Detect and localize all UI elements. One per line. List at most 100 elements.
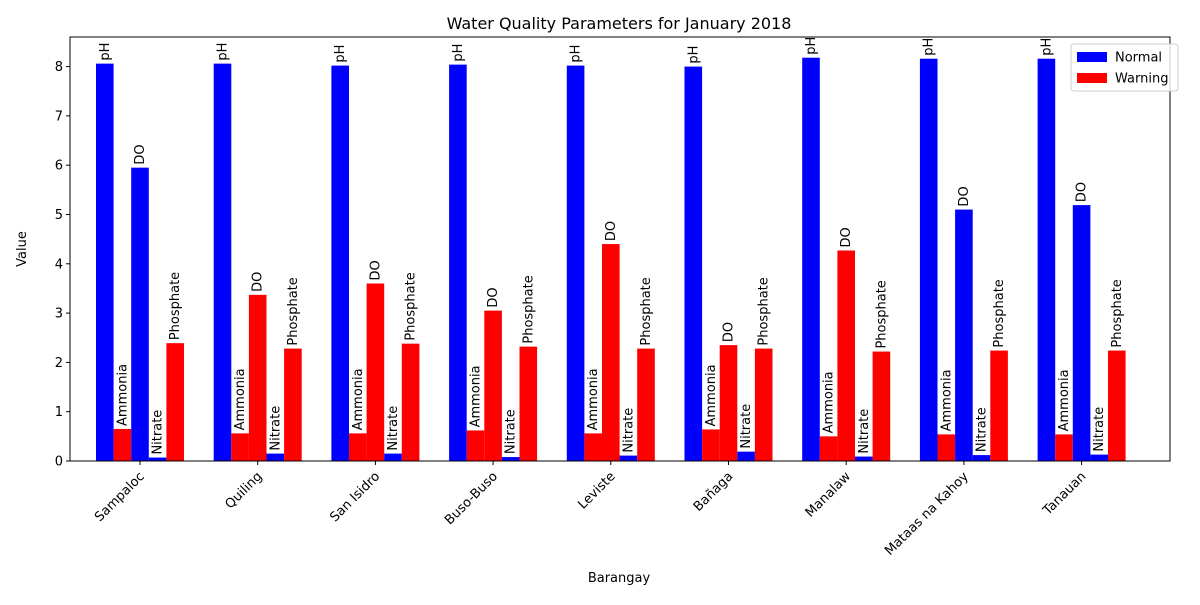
y-tick-label: 5 [55, 208, 63, 223]
bar-label: Phosphate [757, 277, 772, 345]
x-tick-label: Bañaga [691, 469, 736, 514]
bar-label: Ammonia [586, 368, 601, 430]
bar-nitrate-leviste [619, 455, 638, 461]
y-tick-label: 2 [55, 356, 63, 371]
legend-swatch-normal [1077, 52, 1107, 62]
x-tick-label: Quiling [223, 469, 266, 512]
bar-label: pH [216, 43, 231, 61]
bar-label: Phosphate [1110, 279, 1125, 347]
bar-do-manalaw [837, 250, 855, 461]
bar-ammonia-tanauan [1055, 434, 1073, 461]
bar-label: Ammonia [939, 369, 954, 431]
bar-ph-san-isidro [331, 65, 349, 461]
y-tick-label: 0 [55, 455, 63, 470]
bar-label: Nitrate [504, 409, 519, 454]
bar-label: Phosphate [639, 277, 654, 345]
x-tick-label: Buso-Buso [442, 469, 501, 528]
bar-label: DO [133, 144, 148, 164]
bar-phosphate-sampaloc [166, 343, 184, 461]
bar-nitrate-sampaloc [148, 457, 167, 461]
bar-label: Nitrate [268, 406, 283, 451]
bar-label: DO [1075, 182, 1090, 202]
bar-label: Phosphate [286, 277, 301, 345]
bar-label: pH [686, 46, 701, 64]
bar-do-buso-buso [484, 310, 502, 461]
bar-ammonia-ba-aga [702, 429, 720, 461]
bar-label: DO [722, 322, 737, 342]
y-axis: 0 1 2 3 4 5 6 7 8 [55, 60, 70, 470]
legend-label-normal: Normal [1115, 51, 1162, 66]
bar-label: pH [98, 43, 113, 61]
x-tick-label: Sampaloc [92, 469, 148, 525]
y-tick-label: 4 [55, 257, 63, 272]
bar-phosphate-san-isidro [401, 343, 420, 461]
bar-label: DO [839, 227, 854, 247]
bar-ph-manalaw [802, 57, 820, 462]
bar-nitrate-tanauan [1090, 454, 1108, 461]
bar-label: Phosphate [992, 279, 1007, 347]
bar-label: Ammonia [115, 364, 130, 426]
bar-label: Phosphate [874, 280, 889, 348]
bar-do-mataas-na-kahoy [955, 209, 973, 461]
x-tick-label: Manalaw [803, 469, 855, 521]
bar-phosphate-tanauan [1108, 350, 1126, 461]
bar-nitrate-ba-aga [737, 451, 755, 461]
bar-nitrate-manalaw [855, 456, 873, 461]
legend-swatch-warning [1077, 73, 1107, 83]
y-tick-label: 6 [55, 159, 63, 174]
plot-frame [69, 36, 1171, 462]
bar-label: pH [333, 45, 348, 63]
bars-layer: pH Ammonia DO Nitrate Phosphate pH Ammonia DO Ni… [96, 37, 1126, 462]
bar-label: Nitrate [739, 404, 754, 449]
bar-ammonia-buso-buso [466, 430, 485, 461]
x-tick-label: Tanauan [1040, 469, 1090, 519]
bar-ammonia-sampaloc [113, 428, 132, 461]
y-tick-label: 7 [55, 109, 63, 124]
bar-phosphate-ba-aga [754, 348, 773, 461]
bar-label: pH [451, 44, 466, 62]
bar-phosphate-mataas-na-kahoy [990, 350, 1008, 461]
y-tick-label: 1 [55, 405, 63, 420]
bar-ph-mataas-na-kahoy [919, 58, 938, 461]
bar-label: Nitrate [386, 406, 401, 451]
bar-ph-ba-aga [684, 66, 703, 461]
bar-phosphate-quiling [284, 348, 302, 461]
bar-label: Phosphate [521, 275, 536, 343]
bar-do-ba-aga [719, 345, 738, 461]
bar-phosphate-manalaw [872, 351, 891, 461]
bar-ph-quiling [213, 63, 232, 462]
bar-ammonia-san-isidro [349, 433, 367, 461]
bar-do-san-isidro [366, 283, 385, 461]
bar-label: DO [604, 221, 619, 241]
bar-do-leviste [602, 244, 620, 461]
bar-ammonia-manalaw [819, 436, 838, 461]
x-tick-label: San Isidro [327, 469, 383, 525]
bar-nitrate-quiling [266, 453, 285, 461]
bar-nitrate-san-isidro [384, 453, 402, 461]
bar-do-tanauan [1072, 205, 1091, 461]
x-tick-label: Mataas na Kahoy [882, 469, 972, 559]
legend: Normal Warning [1070, 43, 1179, 92]
bar-ph-buso-buso [449, 64, 467, 462]
bar-ph-leviste [566, 65, 585, 461]
bar-phosphate-buso-buso [519, 346, 538, 461]
bar-label: Nitrate [1092, 407, 1107, 452]
bar-label: Ammonia [233, 368, 248, 430]
bar-label: pH [569, 45, 584, 63]
bar-label: Phosphate [404, 272, 419, 340]
bar-label: Ammonia [351, 368, 366, 430]
bar-label: DO [368, 260, 383, 280]
bar-label: Ammonia [704, 364, 719, 426]
bar-nitrate-mataas-na-kahoy [972, 455, 991, 461]
x-tick-label: Leviste [575, 469, 618, 512]
bar-label: DO [251, 272, 266, 292]
bar-ph-tanauan [1037, 58, 1056, 461]
bar-do-sampaloc [131, 167, 149, 461]
legend-label-warning: Warning [1115, 72, 1168, 87]
bar-label: DO [957, 186, 972, 206]
bar-ammonia-leviste [584, 433, 602, 461]
x-axis-label: Barangay [588, 571, 651, 586]
bar-label: Phosphate [168, 272, 183, 340]
bar-label: Nitrate [975, 407, 990, 452]
